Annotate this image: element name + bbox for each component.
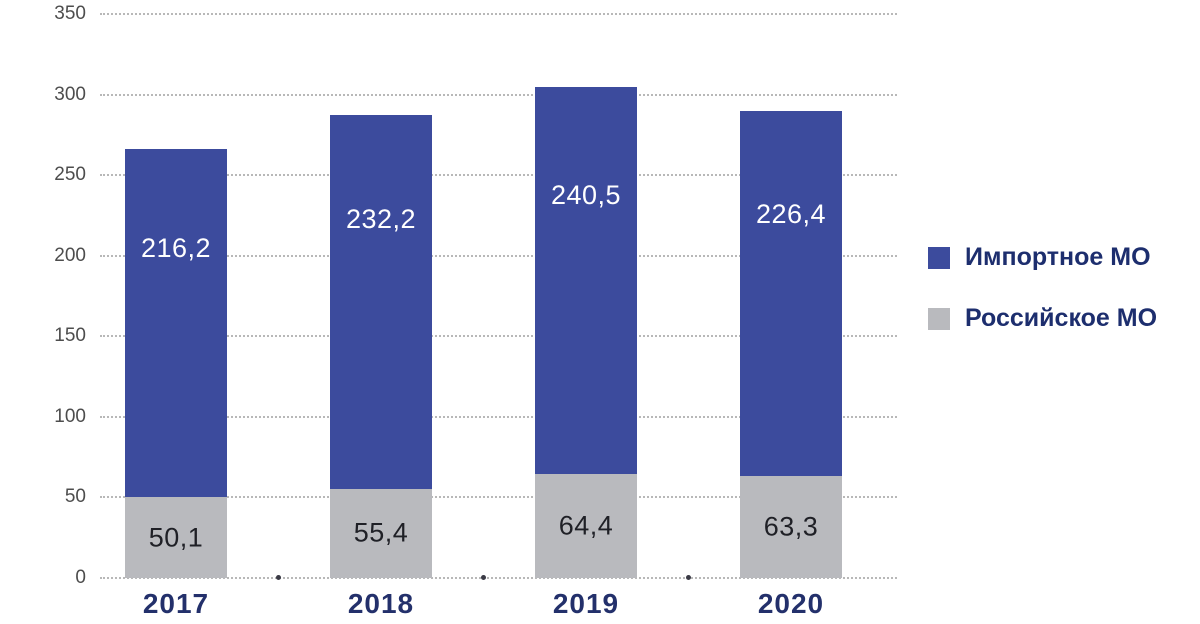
value-label: 63,3: [763, 511, 819, 542]
x-axis-label-2017: 2017: [142, 588, 210, 619]
gridline-0: [100, 577, 897, 579]
segment-2017-russian: 50,1: [125, 497, 227, 578]
segment-2020-imported: 226,4: [740, 111, 842, 476]
x-axis-label-2020: 2020: [757, 588, 825, 619]
legend-item: Импортное МО: [928, 243, 1157, 272]
value-label: 232,2: [345, 204, 417, 235]
value-label: 226,4: [755, 198, 827, 229]
value-label: 55,4: [353, 517, 409, 548]
legend: Импортное МО Российское МО: [928, 243, 1157, 333]
y-tick-label-150: 150: [54, 325, 86, 347]
legend-swatch: [928, 246, 950, 269]
value-label: 216,2: [140, 232, 212, 263]
gridline-50: [100, 496, 897, 499]
segment-2018-russian: 55,4: [330, 488, 432, 578]
bar-2018: 55,4 232,2: [330, 14, 432, 578]
segment-2017-imported: 216,2: [125, 148, 227, 498]
gridline-300: [100, 93, 897, 96]
y-tick-label-250: 250: [54, 164, 86, 186]
legend-swatch: [928, 307, 950, 330]
legend-item: Российское МО: [928, 304, 1157, 333]
legend-label: Импортное МО: [965, 243, 1151, 271]
gridline-150: [100, 335, 897, 338]
baseline-dot: [481, 575, 486, 580]
segment-2019-russian: 64,4: [535, 474, 637, 578]
legend-label: Российское МО: [965, 304, 1158, 332]
bar-2017: 50,1 216,2: [125, 14, 227, 578]
gridline-200: [100, 254, 897, 257]
x-axis-label-2019: 2019: [552, 588, 620, 619]
y-tick-label-50: 50: [64, 486, 86, 508]
plot-area: 0 50 100 150 200 250 300 350 50,1 216,2 2017 55,4 23…: [54, 3, 897, 619]
value-label: 240,5: [550, 179, 622, 210]
segment-2019-imported: 240,5: [535, 86, 637, 475]
y-tick-label-350: 350: [54, 3, 86, 24]
gridline-100: [100, 415, 897, 418]
value-label: 50,1: [148, 522, 204, 553]
x-axis-label-2018: 2018: [347, 588, 415, 619]
bar-2020: 63,3 226,4: [740, 14, 842, 578]
y-tick-label-200: 200: [54, 244, 86, 266]
baseline-dot: [686, 575, 691, 580]
segment-2020-russian: 63,3: [740, 476, 842, 578]
bar-2019: 64,4 240,5: [535, 14, 637, 578]
segment-2018-imported: 232,2: [330, 114, 432, 489]
y-tick-label-0: 0: [75, 567, 86, 588]
y-tick-label-100: 100: [54, 405, 86, 427]
gridline-350: [100, 13, 897, 15]
value-label: 64,4: [558, 510, 614, 541]
y-tick-label-300: 300: [54, 83, 86, 105]
gridline-250: [100, 174, 897, 177]
baseline-dot: [276, 575, 281, 580]
